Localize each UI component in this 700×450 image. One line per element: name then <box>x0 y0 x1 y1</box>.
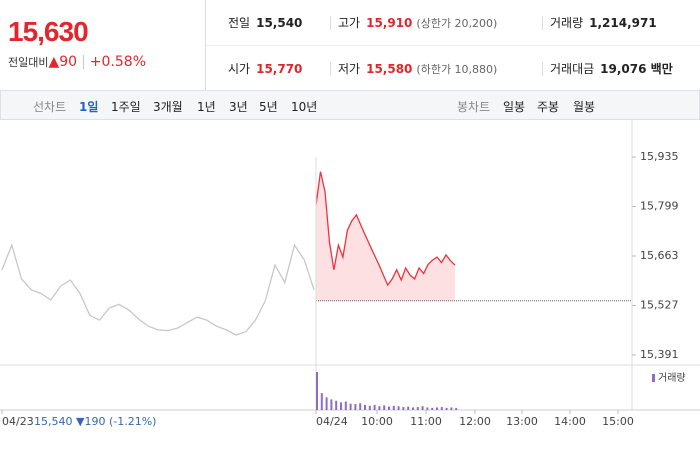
prev-summary: 15,540 ▼190 (-1.21%) <box>34 415 156 428</box>
volume-bar <box>421 406 424 410</box>
stat-value: 15,580 <box>366 62 413 76</box>
legend-swatch <box>652 374 655 382</box>
volume-bar <box>426 407 429 410</box>
volume-bar <box>373 404 376 410</box>
tab[interactable]: 일봉 <box>503 100 526 114</box>
change-pct: +0.58% <box>89 54 147 70</box>
stat-value: 15,770 <box>256 62 303 76</box>
tab-bar: 선차트 1일 1주일 3개월 1년 3년 5년 10년 봉차트 일봉 주봉 월봉 <box>0 90 700 120</box>
separator <box>542 62 543 76</box>
tab-group-label: 봉차트 <box>457 100 491 114</box>
x-tick-label: 15:00 <box>602 415 634 428</box>
tab[interactable]: 3개월 <box>153 100 183 114</box>
stat: 거래대금 19,076 백만 <box>550 60 673 77</box>
stat-label: 전일 <box>228 16 251 30</box>
tab[interactable]: 주봉 <box>537 100 560 114</box>
volume-bar <box>388 406 390 410</box>
stat: 시가 15,770 <box>228 60 302 77</box>
tab[interactable]: 5년 <box>259 100 278 114</box>
x-tick-label: 13:00 <box>506 415 538 428</box>
volume-bar <box>412 407 414 410</box>
tab[interactable]: 10년 <box>291 100 318 114</box>
volume-bar <box>431 407 434 410</box>
tab[interactable]: 월봉 <box>573 100 596 114</box>
volume-bar <box>316 372 318 410</box>
stat-note: (상한가 20,200) <box>416 17 498 30</box>
area <box>316 171 455 301</box>
volume-bar <box>397 406 400 410</box>
tab[interactable]: 1주일 <box>111 100 141 114</box>
x-tick-label: 14:00 <box>554 415 586 428</box>
volume-bar <box>407 406 410 410</box>
y-tick-label: 15,799 <box>640 200 679 213</box>
volume-bar <box>383 405 386 410</box>
tab[interactable]: 1일 <box>79 100 99 114</box>
stat-label: 거래량 <box>550 16 584 30</box>
volume-bar <box>445 407 448 410</box>
stat-note: (하한가 10,880) <box>416 63 498 76</box>
stat-label: 시가 <box>228 62 251 76</box>
y-tick-label: 15,391 <box>640 348 679 361</box>
volume-bar <box>325 397 328 410</box>
change: 전일대비▲90 | +0.58% <box>8 54 147 70</box>
x-tick-label: 11:00 <box>410 415 442 428</box>
y-tick-label: 15,527 <box>640 299 679 312</box>
volume-bar <box>359 403 362 410</box>
stat-label: 거래대금 <box>550 62 595 76</box>
volume-bar <box>378 406 381 410</box>
current-price: 15,630 <box>8 16 89 47</box>
stat-value: 1,214,971 <box>589 16 657 30</box>
volume-bar <box>340 402 342 410</box>
volume-bar <box>455 407 458 410</box>
stat-label: 저가 <box>338 62 361 76</box>
volume-bar <box>368 405 371 410</box>
volume-bar <box>344 401 347 410</box>
change-value: ▲90 <box>48 54 78 70</box>
volume-bar <box>335 400 338 410</box>
separator <box>542 16 543 30</box>
tab[interactable]: 3년 <box>229 100 248 114</box>
volume-bar <box>436 407 438 410</box>
volume-bar <box>450 407 453 410</box>
volume-bar <box>440 407 443 410</box>
divider <box>205 0 206 90</box>
stat: 거래량 1,214,971 <box>550 14 657 31</box>
x-tick-label: 12:00 <box>459 415 491 428</box>
separator <box>330 62 331 76</box>
row-divider <box>206 45 700 46</box>
price-line <box>315 171 456 287</box>
legend-label: 거래량 <box>658 372 686 384</box>
stat-value: 15,910 <box>366 16 413 30</box>
y-tick-label: 15,663 <box>640 249 679 262</box>
volume-bar <box>349 403 352 410</box>
stat-value: 15,540 <box>256 16 303 30</box>
stat: 고가 15,910 (상한가 20,200) <box>338 14 497 31</box>
stat: 전일 15,540 <box>228 14 302 31</box>
x-tick-label: 04/24 <box>316 415 348 428</box>
change-label: 전일대비 <box>8 56 49 69</box>
separator <box>330 16 331 30</box>
x-tick-label: 04/23 <box>2 415 34 428</box>
volume-bar <box>354 404 357 410</box>
price-line <box>1 243 315 336</box>
volume-bar <box>320 393 323 410</box>
volume-bar <box>364 404 366 410</box>
volume-bar <box>392 405 395 410</box>
volume-bar <box>402 407 405 410</box>
tab-group-label: 선차트 <box>33 100 67 114</box>
stat-label: 고가 <box>338 16 361 30</box>
volume-bar <box>330 399 333 410</box>
tab[interactable]: 1년 <box>197 100 216 114</box>
y-tick-label: 15,935 <box>640 150 679 163</box>
x-tick-label: 10:00 <box>361 415 393 428</box>
stat-value: 19,076 백만 <box>600 62 673 76</box>
volume-bar <box>416 407 419 410</box>
stat: 저가 15,580 (하한가 10,880) <box>338 60 497 77</box>
